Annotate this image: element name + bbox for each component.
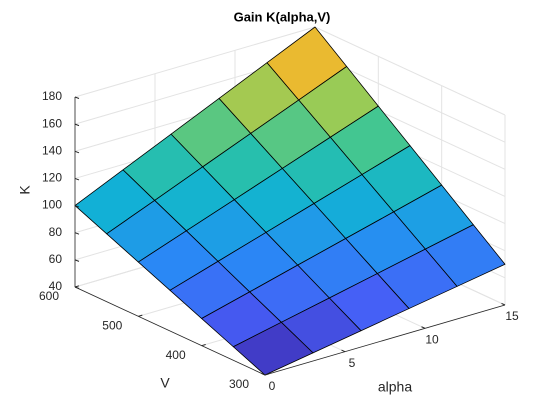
y-tick: [201, 343, 206, 347]
y-tick: [74, 285, 80, 288]
z-tick-label: 100: [42, 198, 62, 212]
surface: [74, 26, 506, 376]
z-tick: [74, 150, 80, 154]
z-tick-label: 180: [42, 89, 62, 103]
z-tick: [74, 232, 80, 235]
x-tick: [261, 372, 266, 376]
z-tick: [74, 123, 80, 127]
y-axis-line: [74, 286, 266, 376]
z-tick-label: 60: [49, 252, 63, 266]
grid-line: [314, 26, 506, 116]
x-axis-label: alpha: [378, 379, 412, 395]
x-tick: [421, 326, 426, 329]
y-tick: [264, 373, 270, 376]
y-tick-label: 400: [166, 348, 186, 362]
y-tick-label: 300: [229, 377, 249, 391]
z-tick-label: 40: [49, 279, 63, 293]
grid-line: [74, 26, 316, 98]
x-tick-label: 0: [269, 379, 276, 393]
z-tick: [74, 259, 80, 262]
z-tick-label: 120: [42, 171, 62, 185]
axes: 40 60 80 100 120 140 160 180 300 400 500 600 0 5 10 15: [39, 89, 519, 393]
x-tick-label: 10: [425, 333, 439, 347]
surface-patch: [232, 321, 314, 376]
y-tick-label: 600: [39, 289, 59, 303]
y-axis-label: V: [160, 375, 170, 391]
z-tick: [74, 205, 80, 208]
x-tick: [501, 302, 506, 306]
z-axis-label: K: [17, 185, 33, 195]
x-tick-label: 5: [349, 356, 356, 370]
chart-title: Gain K(alpha,V): [234, 9, 331, 24]
x-axis-line: [264, 304, 506, 376]
x-tick-label: 15: [505, 309, 519, 323]
z-tick-label: 160: [42, 116, 62, 130]
z-tick-label: 80: [49, 225, 63, 239]
z-tick: [74, 96, 80, 99]
x-tick: [341, 349, 346, 353]
z-tick: [74, 177, 80, 181]
z-tick-label: 140: [42, 143, 62, 157]
y-tick-label: 500: [102, 319, 122, 333]
y-tick: [138, 314, 143, 317]
